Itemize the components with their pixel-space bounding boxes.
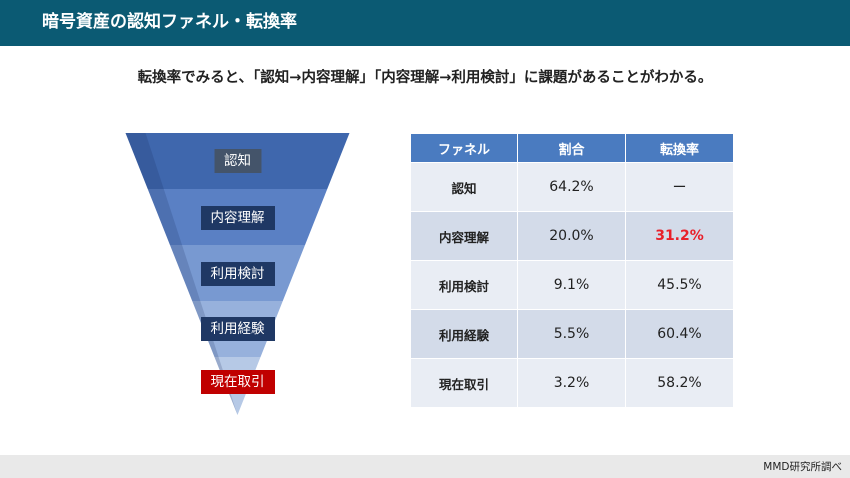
ratio-cell: 64.2%: [517, 162, 626, 212]
table-row: 利用経験 5.5% 60.4%: [410, 309, 734, 359]
footer-bar: MMD研究所調べ: [0, 455, 850, 478]
ratio-cell: 5.5%: [517, 309, 626, 359]
stage-name-cell: 利用検討: [410, 260, 518, 310]
funnel-chart: 認知内容理解利用検討利用経験現在取引: [115, 125, 360, 420]
conversion-cell: 31.2%: [625, 211, 734, 261]
table-row: 現在取引 3.2% 58.2%: [410, 358, 734, 408]
column-header-ratio: 割合: [517, 133, 626, 163]
page-title: 暗号資産の認知ファネル・転換率: [42, 12, 297, 32]
funnel-stage-label: 内容理解: [200, 206, 275, 230]
page-subtitle: 転換率でみると、「認知→内容理解」「内容理解→利用検討」に課題があることがわかる…: [137, 70, 713, 86]
source-credit: MMD研究所調べ: [763, 461, 842, 473]
conversion-cell: 58.2%: [625, 358, 734, 408]
conversion-cell: 60.4%: [625, 309, 734, 359]
table-row: 利用検討 9.1% 45.5%: [410, 260, 734, 310]
conversion-cell: 45.5%: [625, 260, 734, 310]
funnel-shading: [125, 133, 238, 415]
column-header-conversion: 転換率: [625, 133, 734, 163]
funnel-stage-label: 現在取引: [200, 370, 275, 394]
stage-name-cell: 認知: [410, 162, 518, 212]
table-header-row: ファネル 割合 転換率: [410, 133, 734, 163]
stage-name-cell: 内容理解: [410, 211, 518, 261]
ratio-cell: 9.1%: [517, 260, 626, 310]
stage-name-cell: 現在取引: [410, 358, 518, 408]
conversion-table: ファネル 割合 転換率 認知 64.2% ー内容理解 20.0% 31.2% 利用検討 9.…: [410, 133, 734, 408]
funnel-stage-label: 認知: [214, 149, 261, 173]
ratio-cell: 20.0%: [517, 211, 626, 261]
conversion-cell: ー: [625, 162, 734, 212]
funnel-stage-label: 利用検討: [200, 262, 275, 286]
header-bar: 暗号資産の認知ファネル・転換率: [0, 0, 850, 46]
funnel-stage-label: 利用経験: [200, 317, 275, 341]
column-header-funnel: ファネル: [410, 133, 518, 163]
ratio-cell: 3.2%: [517, 358, 626, 408]
table-row: 内容理解 20.0% 31.2%: [410, 211, 734, 261]
table-row: 認知 64.2% ー: [410, 162, 734, 212]
table-body: 認知 64.2% ー内容理解 20.0% 31.2% 利用検討 9.1% 45.5% 利用経験 5…: [410, 162, 734, 408]
stage-name-cell: 利用経験: [410, 309, 518, 359]
